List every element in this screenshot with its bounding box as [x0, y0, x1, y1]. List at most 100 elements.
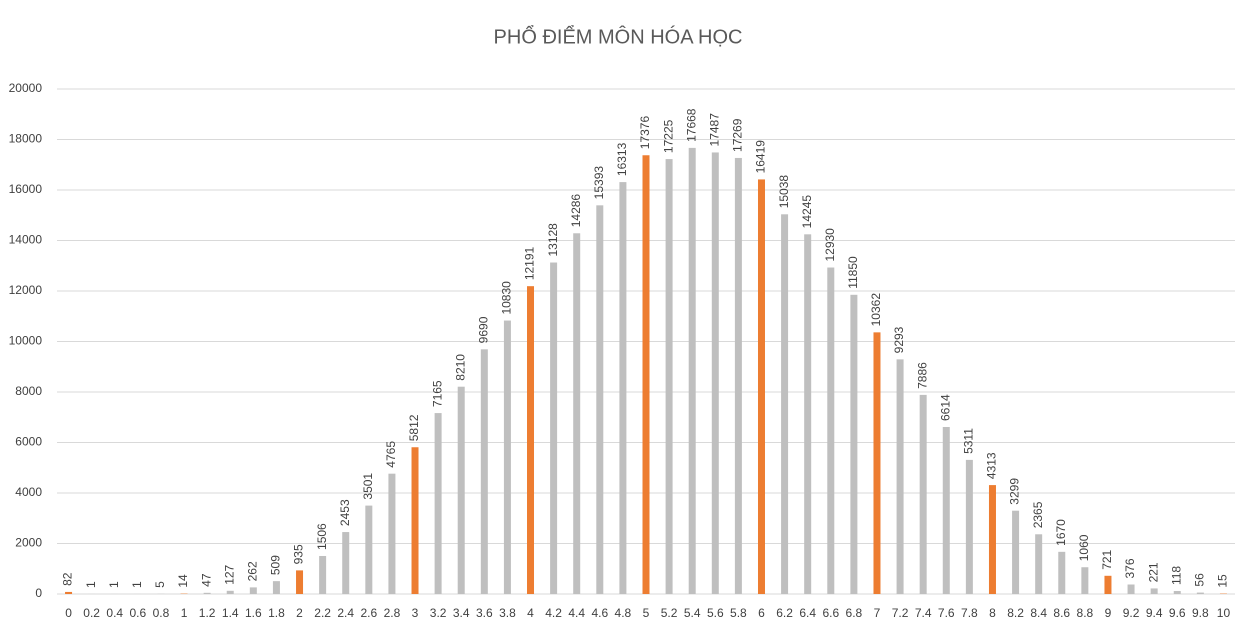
x-tick-label: 9.2 [1123, 606, 1140, 620]
bar [873, 332, 881, 594]
bar [665, 159, 673, 594]
data-label: 15038 [777, 175, 791, 209]
x-tick-label: 1.6 [245, 606, 262, 620]
data-label: 12930 [823, 228, 837, 262]
y-tick-label: 20000 [9, 81, 43, 95]
x-tick-label: 6.6 [822, 606, 839, 620]
bar [619, 182, 627, 595]
x-tick-label: 4.8 [615, 606, 632, 620]
data-label: 17376 [638, 116, 652, 150]
bar [1127, 584, 1135, 594]
data-label: 17269 [731, 118, 745, 152]
bar [919, 394, 927, 594]
x-tick-label: 4.4 [568, 606, 585, 620]
bar [365, 505, 373, 594]
bar [527, 286, 535, 594]
x-tick-label: 1.2 [199, 606, 216, 620]
data-label: 16313 [615, 142, 629, 176]
x-tick-label: 5.4 [684, 606, 701, 620]
x-tick-label: 8.6 [1053, 606, 1070, 620]
bar [1104, 575, 1112, 594]
bar [757, 179, 765, 594]
data-label: 262 [246, 561, 260, 581]
data-label: 47 [199, 573, 213, 587]
data-label: 12191 [523, 246, 537, 280]
bar [942, 426, 950, 594]
bar [988, 485, 996, 594]
bar [226, 590, 234, 594]
x-tick-label: 2.6 [360, 606, 377, 620]
bar [411, 447, 419, 594]
x-tick-label: 2 [296, 606, 303, 620]
data-label: 1060 [1077, 534, 1091, 561]
data-label: 3299 [1008, 478, 1022, 505]
data-label: 1 [84, 581, 98, 588]
y-tick-label: 12000 [9, 283, 43, 297]
bar [1196, 592, 1204, 594]
y-tick-label: 4000 [15, 485, 42, 499]
data-label: 9293 [892, 326, 906, 353]
x-tick-label: 1 [181, 606, 188, 620]
bar [734, 157, 742, 594]
bar [1081, 567, 1089, 594]
x-tick-label: 9.4 [1146, 606, 1163, 620]
x-tick-label: 2.4 [337, 606, 354, 620]
data-label: 6614 [938, 394, 952, 421]
bar [480, 349, 488, 594]
bar [272, 581, 280, 594]
bar [457, 386, 465, 594]
data-label: 11850 [846, 256, 860, 289]
bar [434, 413, 442, 594]
x-tick-label: 3.8 [499, 606, 516, 620]
data-label: 2453 [338, 499, 352, 526]
data-label: 4313 [985, 452, 999, 479]
bar [896, 359, 904, 594]
bar [296, 570, 304, 594]
bar [850, 294, 858, 594]
x-tick-label: 5.2 [661, 606, 678, 620]
x-tick-label: 10 [1217, 606, 1231, 620]
x-tick-label: 9.6 [1169, 606, 1186, 620]
data-label: 376 [1123, 558, 1137, 578]
data-label: 10362 [869, 293, 883, 327]
x-tick-label: 0.8 [153, 606, 170, 620]
x-tick-label: 8.8 [1077, 606, 1094, 620]
x-tick-label: 8 [989, 606, 996, 620]
data-label: 4765 [384, 441, 398, 468]
y-tick-label: 8000 [15, 384, 42, 398]
data-label: 17668 [684, 108, 698, 142]
x-tick-label: 2.8 [384, 606, 401, 620]
data-label: 13128 [546, 223, 560, 257]
x-tick-label: 0.4 [106, 606, 123, 620]
bar [781, 214, 789, 594]
data-label: 7886 [915, 362, 929, 389]
bar [550, 262, 558, 594]
y-tick-label: 14000 [9, 233, 43, 247]
data-label: 82 [61, 572, 75, 586]
x-tick-label: 3.2 [430, 606, 447, 620]
chart-title: PHỔ ĐIỂM MÔN HÓA HỌC [494, 24, 743, 48]
x-tick-label: 8.2 [1007, 606, 1024, 620]
x-tick-label: 5 [643, 606, 650, 620]
x-tick-label: 4 [527, 606, 534, 620]
data-label: 7165 [430, 380, 444, 407]
x-tick-label: 2.2 [314, 606, 331, 620]
bar [342, 532, 350, 594]
data-label: 5311 [962, 428, 976, 454]
data-label: 14286 [569, 194, 583, 228]
bar [319, 555, 327, 594]
data-label: 2365 [1031, 501, 1045, 528]
x-tick-label: 7.6 [938, 606, 955, 620]
bar [203, 592, 211, 594]
bar [688, 147, 696, 594]
data-label: 221 [1146, 562, 1160, 582]
data-label: 721 [1100, 549, 1114, 569]
data-label: 16419 [754, 140, 768, 174]
x-tick-label: 3.6 [476, 606, 493, 620]
x-tick-label: 3 [412, 606, 419, 620]
data-label: 127 [222, 564, 236, 584]
bar [249, 587, 257, 594]
bar [827, 267, 835, 594]
data-label: 9690 [476, 316, 490, 343]
